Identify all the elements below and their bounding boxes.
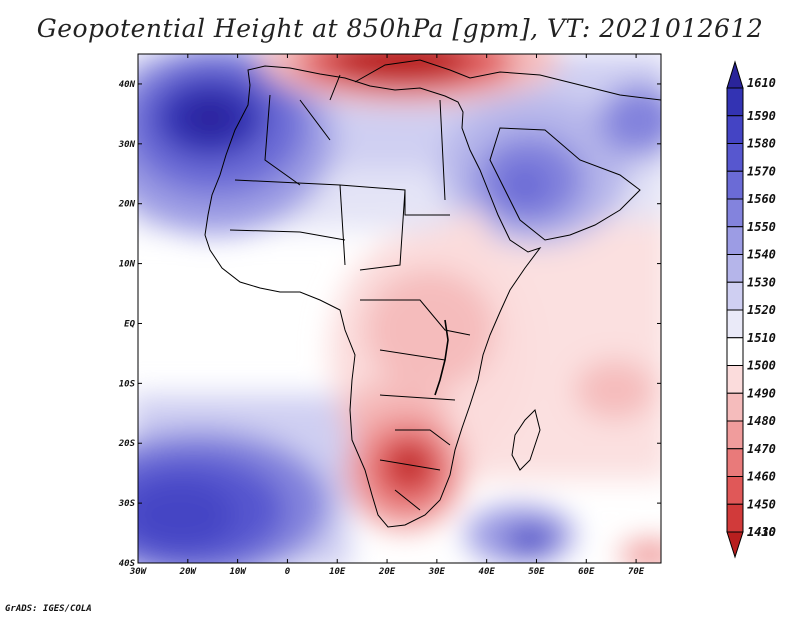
lat-tick-label: 20S [118,439,136,449]
colorbar-label: 1520 [747,303,776,317]
lat-tick-label: 40N [119,80,136,90]
colorbar-segment [726,198,744,228]
colorbar-label: 1470 [747,442,776,456]
colorbar-label: 1460 [747,470,776,484]
colorbar-label: 1550 [747,220,776,234]
lon-tick-label: 0 [285,567,291,577]
colorbar-segment [726,365,744,394]
colorbar-label: 1530 [747,275,776,289]
colorbar-segment [726,115,744,144]
colorbar-label: 1480 [747,414,776,428]
colorbar-segment [726,420,744,450]
coastlines [204,59,661,528]
colorbar-segment [726,226,744,255]
colorbar-top-arrow [726,60,744,89]
colorbar-segment [726,254,744,283]
lon-tick-label: 60E [578,567,595,577]
lon-tick-label: 30W [129,567,148,577]
colorbar-label: 1570 [747,164,776,178]
colorbar: 1610 1590 1580 1570 1560 1550 1540 1530 1520 1510… [726,60,776,559]
lon-tick-label: 20E [378,567,396,577]
colorbar-segment [726,170,744,200]
colorbar-label: 1410 [747,525,776,539]
colorbar-label: 1500 [747,359,776,373]
colorbar-segment [726,476,744,505]
colorbar-segment [726,281,744,311]
colorbar-segment [726,309,744,339]
colorbar-label: 1490 [747,386,776,400]
colorbar-segment [726,448,744,477]
lon-tick-label: 10W [229,567,247,577]
colorbar-label: 1540 [747,248,776,262]
colorbar-segment [726,503,744,533]
lat-tick-label: 10N [119,260,136,270]
lon-tick-label: 20W [179,567,198,577]
colorbar-label: 1510 [747,331,776,345]
lat-tick-label: 10S [119,379,136,389]
lon-tick-label: 40E [479,567,496,577]
lat-tick-label: 30S [118,499,136,509]
colorbar-label: 1610 [747,76,776,90]
colorbar-segment [726,337,744,366]
credit-text: GrADS: IGES/COLA [5,604,92,614]
colorbar-bottom-arrow [726,531,744,559]
lon-tick-label: 30E [428,567,446,577]
height-field [138,54,661,563]
lon-tick-label: 10E [329,567,346,577]
lon-tick-label: 50E [528,567,545,577]
lat-tick-label: 30N [118,140,136,150]
lat-tick-label: 20N [118,200,136,210]
lon-tick-label: 70E [628,567,645,577]
colorbar-segment [726,392,744,422]
colorbar-label: 1580 [747,137,776,151]
map-frame [137,53,662,564]
chart-title: Geopotential Height at 850hPa [gpm], VT:… [36,14,764,43]
colorbar-segment [726,143,744,172]
colorbar-label: 1430 [747,525,776,539]
lat-tick-label: 40S [119,559,136,569]
lat-tick-label: EQ [124,319,135,329]
colorbar-label: 1560 [747,192,776,206]
colorbar-label: 1590 [747,109,776,123]
colorbar-label: 1450 [747,497,776,511]
colorbar-segment [726,87,744,117]
